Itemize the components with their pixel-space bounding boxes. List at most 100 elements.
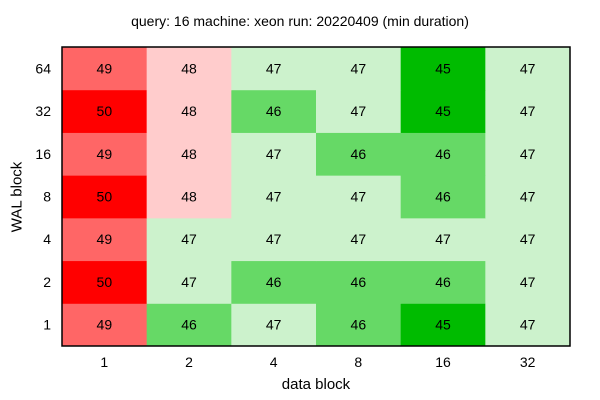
cell-value-label: 47: [266, 60, 282, 76]
plot-frame: [61, 46, 571, 347]
heatmap-cell: [400, 303, 486, 347]
cell-value-label: 47: [351, 189, 367, 205]
cell-value-label: 50: [97, 189, 113, 205]
x-tick-label: 16: [435, 354, 451, 370]
heatmap-cell: [231, 47, 317, 91]
cell-value-label: 46: [435, 274, 451, 290]
cell-value-label: 48: [181, 60, 197, 76]
heatmap-cell: [400, 47, 486, 91]
cell-value-label: 47: [351, 231, 367, 247]
heatmap-cell: [485, 132, 571, 176]
heatmap-cell: [62, 132, 148, 176]
cell-value-label: 46: [351, 317, 367, 333]
cell-value-label: 47: [351, 60, 367, 76]
heatmap-cell: [231, 89, 317, 133]
x-tick-label: 8: [354, 354, 362, 370]
cell-value-label: 47: [266, 317, 282, 333]
cell-value-label: 45: [435, 317, 451, 333]
heatmap-cell: [316, 303, 402, 347]
chart-title: query: 16 machine: xeon run: 20220409 (m…: [131, 13, 469, 29]
cell-value-label: 47: [266, 231, 282, 247]
heatmap-cell: [316, 260, 402, 304]
heatmap-cell: [146, 132, 232, 176]
cell-value-label: 46: [266, 274, 282, 290]
y-tick-label: 4: [43, 231, 51, 247]
heatmap-cell: [485, 89, 571, 133]
heatmap-cell: [146, 217, 232, 262]
heatmap-cell: [316, 47, 402, 91]
y-tick-label: 2: [43, 274, 51, 290]
cell-value-label: 47: [520, 231, 536, 247]
cell-value-label: 47: [266, 189, 282, 205]
y-tick-label: 32: [35, 103, 51, 119]
cell-value-label: 47: [520, 274, 536, 290]
heatmap-cell: [231, 175, 317, 219]
heatmap-cell: [62, 175, 148, 219]
cell-value-label: 45: [435, 103, 451, 119]
cell-value-label: 45: [435, 60, 451, 76]
cell-value-label: 46: [181, 317, 197, 333]
heatmap-cells: 49 46 47 46 45 47 50 47 46 46 46 47 49 47 47 47 47 47 50 48…: [62, 47, 571, 347]
cell-value-label: 47: [520, 189, 536, 205]
cell-value-label: 46: [435, 189, 451, 205]
heatmap-cell: [146, 89, 232, 133]
cell-value-label: 47: [351, 103, 367, 119]
y-tick-label: 1: [43, 317, 51, 333]
heatmap-cell: [485, 260, 571, 304]
heatmap-cell: [400, 132, 486, 176]
heatmap-cell: [400, 217, 486, 262]
cell-value-label: 47: [181, 274, 197, 290]
cell-value-label: 47: [520, 103, 536, 119]
cell-value-label: 49: [97, 146, 113, 162]
heatmap-cell: [316, 217, 402, 262]
heatmap-cell: [146, 47, 232, 91]
cell-value-label: 46: [435, 146, 451, 162]
cell-value-label: 48: [181, 103, 197, 119]
cell-value-label: 49: [97, 60, 113, 76]
heatmap-cell: [146, 175, 232, 219]
cell-value-label: 46: [351, 146, 367, 162]
cell-value-label: 48: [181, 146, 197, 162]
cell-value-label: 46: [351, 274, 367, 290]
cell-value-label: 50: [97, 274, 113, 290]
heatmap-cell: [231, 217, 317, 262]
cell-value-label: 49: [97, 317, 113, 333]
heatmap-cell: [485, 175, 571, 219]
heatmap-cell: [400, 260, 486, 304]
heatmap-cell: [231, 303, 317, 347]
heatmap-cell: [316, 175, 402, 219]
heatmap-cell: [146, 303, 232, 347]
heatmap-cell: [400, 175, 486, 219]
cell-value-label: 47: [520, 317, 536, 333]
y-tick-label: 64: [35, 60, 51, 76]
cell-value-label: 49: [97, 231, 113, 247]
cell-value-label: 47: [181, 231, 197, 247]
x-axis-label: data block: [281, 376, 351, 393]
heatmap-cell: [62, 217, 148, 262]
cell-value-label: 47: [435, 231, 451, 247]
heatmap-cell: [485, 47, 571, 91]
heatmap-cell: [485, 217, 571, 262]
x-tick-label: 32: [520, 354, 536, 370]
heatmap-cell: [485, 303, 571, 347]
cell-value-label: 50: [97, 103, 113, 119]
y-tick-label: 16: [35, 146, 51, 162]
x-tick-label: 1: [100, 354, 108, 370]
heatmap-cell: [231, 260, 317, 304]
heatmap-cell: [400, 89, 486, 133]
cell-value-label: 47: [520, 60, 536, 76]
x-tick-label: 4: [270, 354, 278, 370]
heatmap-cell: [62, 47, 148, 91]
heatmap-cell: [316, 89, 402, 133]
cell-value-label: 46: [266, 103, 282, 119]
y-tick-label: 8: [43, 189, 51, 205]
heatmap-cell: [62, 260, 148, 304]
cell-value-label: 47: [520, 146, 536, 162]
cell-value-label: 48: [181, 189, 197, 205]
heatmap-cell: [231, 132, 317, 176]
heatmap-cell: [316, 132, 402, 176]
cell-value-label: 47: [266, 146, 282, 162]
heatmap-cell: [62, 89, 148, 133]
